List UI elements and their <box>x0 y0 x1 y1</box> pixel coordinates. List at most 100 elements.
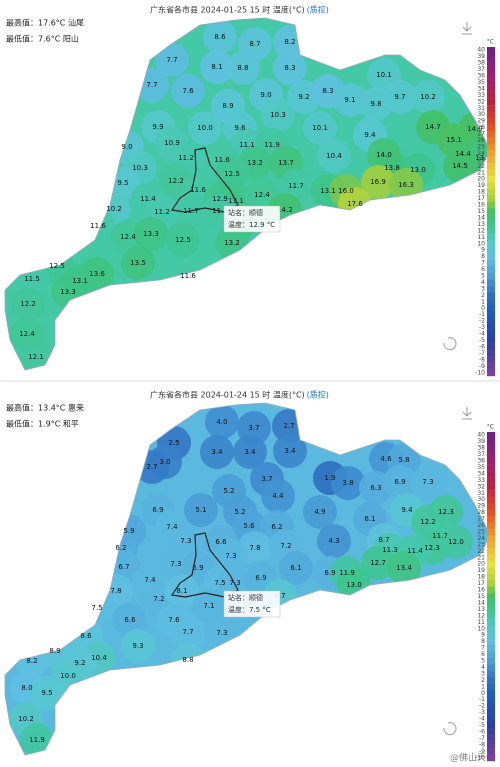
value-label: 10.3 <box>270 111 286 119</box>
legend-label: 6 <box>481 651 485 658</box>
value-label: 2.5 <box>168 439 179 447</box>
value-label: 11.4 <box>407 547 423 555</box>
value-label: 10.1 <box>376 71 392 79</box>
region <box>165 574 199 608</box>
download-icon[interactable] <box>462 407 472 420</box>
legend-cell <box>487 201 495 209</box>
legend-label: 10 <box>477 240 485 247</box>
legend-cell <box>487 444 495 452</box>
legend-label: 39 <box>477 438 485 445</box>
legend-cell <box>487 515 495 523</box>
legend-label: 26 <box>477 137 485 144</box>
value-label: 9.2 <box>298 93 309 101</box>
legend-label: 37 <box>477 451 485 458</box>
legend-cell <box>487 535 495 542</box>
legend-cell <box>487 124 495 132</box>
legend-cell <box>487 490 495 497</box>
legend-label: -6 <box>479 343 485 350</box>
value-label: 8.7 <box>378 536 389 544</box>
region <box>171 615 205 649</box>
value-label: 12.1 <box>28 353 44 361</box>
reset-icon[interactable] <box>443 337 457 351</box>
legend-cell <box>487 279 495 286</box>
legend-label: 31 <box>477 490 485 497</box>
min-value: 最低值：7.6°C 阳山 <box>6 34 79 44</box>
value-label: 12.7 <box>370 559 386 567</box>
legend-label: 7 <box>481 260 485 267</box>
qc-link[interactable]: (质控) <box>307 390 329 400</box>
value-label: 10.4 <box>326 152 342 160</box>
legend-cell <box>487 677 495 684</box>
qc-link[interactable]: (质控) <box>307 5 329 15</box>
region <box>273 51 307 85</box>
value-label: 12.4 <box>120 233 136 241</box>
value-label: 8.1 <box>176 587 187 595</box>
legend-label: -10 <box>475 369 485 376</box>
min-value: 最低值：1.9°C 和平 <box>6 419 79 429</box>
region <box>171 74 205 108</box>
region <box>443 149 477 183</box>
value-label: 10.0 <box>197 124 213 132</box>
legend-cell <box>487 337 495 344</box>
value-label: 9.4 <box>401 506 413 514</box>
legend-cell <box>487 522 495 529</box>
legend-cell <box>487 638 495 646</box>
value-label: 5.9 <box>123 527 134 535</box>
reset-icon[interactable] <box>443 722 457 736</box>
legend-cell <box>487 432 495 439</box>
value-label: 8.6 <box>80 632 92 640</box>
tooltip-station: 站名：顺德 <box>228 208 263 217</box>
legend-cell <box>487 541 495 549</box>
legend-cell <box>487 234 495 241</box>
value-label: 3.7 <box>261 475 272 483</box>
legend-label: 1 <box>481 683 485 690</box>
value-label: 13.5 <box>130 259 146 267</box>
legend-label: 32 <box>477 98 485 105</box>
legend-label: -10 <box>475 754 485 761</box>
legend-label: 22 <box>477 163 485 170</box>
legend-label: 27 <box>477 516 485 523</box>
legend-label: 27 <box>477 131 485 138</box>
legend-cell <box>487 612 495 620</box>
value-label: 13.2 <box>224 239 240 247</box>
value-label: 7.3 <box>225 552 236 560</box>
legend-cell <box>487 722 495 729</box>
value-label: 10.3 <box>132 164 148 172</box>
legend-cell <box>487 356 495 364</box>
legend-cell <box>487 105 495 112</box>
value-label: 14.0 <box>376 151 392 159</box>
value-label: 8.8 <box>182 656 193 664</box>
legend-label: 35 <box>477 464 485 471</box>
region <box>166 223 200 257</box>
value-label: 8.7 <box>249 40 260 48</box>
legend-cell <box>487 651 495 658</box>
legend-label: 2 <box>481 677 485 684</box>
value-label: 3.7 <box>248 424 259 432</box>
value-label: 6.1 <box>364 515 375 523</box>
value-label: 7.8 <box>249 544 260 552</box>
region <box>261 98 295 132</box>
legend-label: 25 <box>477 143 485 150</box>
value-label: 7.7 <box>166 56 177 64</box>
value-label: 6.3 <box>370 484 381 492</box>
value-label: 13.0 <box>346 581 362 589</box>
value-label: 7.4 <box>144 576 156 584</box>
legend-label: 24 <box>477 535 485 542</box>
legend-label: 13 <box>477 221 485 228</box>
value-label: 5.2 <box>234 508 245 516</box>
download-icon[interactable] <box>462 22 472 35</box>
legend-label: 28 <box>477 509 485 516</box>
region <box>387 551 421 585</box>
region <box>233 435 267 469</box>
value-label: 10.1 <box>312 124 328 132</box>
value-label: 4.0 <box>216 418 227 426</box>
legend-label: 35 <box>477 79 485 86</box>
legend-label: 3 <box>481 285 485 292</box>
legend-label: 18 <box>477 574 485 581</box>
legend-cell <box>487 246 495 254</box>
panel: 8.6 8.7 8.2 7.7 8.1 8.8 8.3 10.1 7.7 7.6 9.0 9.2 8.3… <box>4 5 495 376</box>
legend-label: 22 <box>477 548 485 555</box>
value-label: 4.6 <box>380 455 392 463</box>
region <box>383 465 417 499</box>
